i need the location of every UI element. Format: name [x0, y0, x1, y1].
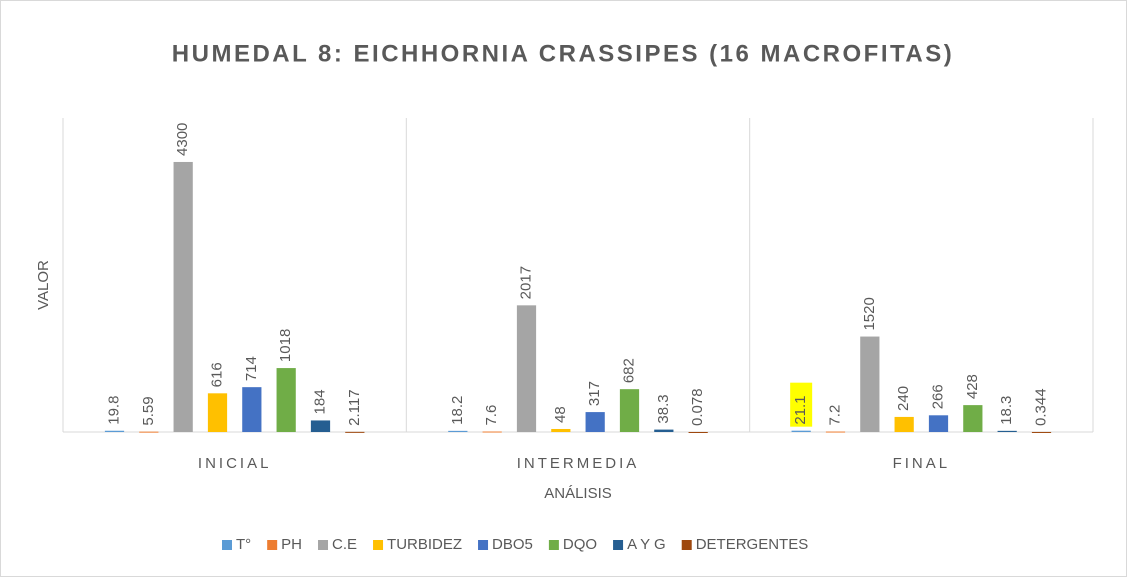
legend-swatch: [373, 540, 384, 550]
data-label: 19.8: [105, 396, 122, 425]
data-label: 7.6: [483, 405, 500, 426]
legend-swatch: [318, 540, 329, 550]
data-label: 48: [552, 406, 569, 423]
data-label: 38.3: [655, 394, 672, 423]
data-label: 0.078: [689, 388, 706, 426]
bar: [654, 429, 674, 432]
bar: [997, 430, 1017, 432]
bar: [791, 430, 811, 432]
bar: [894, 416, 914, 432]
bar: [928, 415, 949, 432]
legend-label: DETERGENTES: [696, 536, 809, 553]
bar: [963, 405, 983, 432]
bar: [1031, 431, 1052, 433]
legend-swatch: [222, 540, 232, 550]
bar: [860, 336, 880, 432]
legend-label: T°: [236, 536, 251, 553]
data-label: 266: [929, 384, 946, 409]
data-label: 317: [586, 381, 603, 406]
bar: [139, 431, 159, 433]
legend-swatch: [681, 540, 692, 550]
bar: [310, 420, 331, 432]
data-label: 4300: [174, 123, 191, 156]
bar: [516, 305, 537, 432]
bar: [551, 428, 571, 432]
data-label: 240: [895, 386, 912, 411]
legend-swatch: [478, 540, 489, 550]
chart-title: HUMEDAL 8: EICHHORNIA CRASSIPES (16 MACR…: [172, 40, 954, 67]
data-label: 21.1: [792, 395, 809, 424]
data-label: 428: [964, 374, 981, 399]
x-axis-label: ANÁLISIS: [544, 485, 612, 502]
data-label: 184: [311, 389, 328, 414]
legend-label: DBO5: [492, 536, 533, 553]
bar: [448, 430, 468, 432]
data-label: 682: [620, 358, 637, 383]
x-tick-label: INTERMEDIA: [517, 455, 640, 472]
x-tick-label: INICIAL: [198, 455, 272, 472]
data-label: 0.344: [1032, 388, 1049, 426]
bar: [173, 161, 193, 432]
data-label: 1018: [277, 329, 294, 362]
legend-label: TURBIDEZ: [387, 536, 462, 553]
bar: [207, 393, 228, 432]
data-label: 1520: [861, 297, 878, 330]
data-label: 2.117: [346, 389, 363, 425]
data-label: 2017: [517, 266, 534, 299]
data-label: 5.59: [140, 396, 157, 425]
bar: [104, 430, 125, 432]
bar: [345, 431, 365, 433]
legend-label: PH: [281, 536, 302, 553]
data-label: 616: [208, 362, 225, 387]
data-label: 18.3: [998, 396, 1015, 425]
legend-label: A Y G: [627, 536, 666, 553]
bar: [688, 431, 708, 433]
legend-swatch: [613, 540, 624, 550]
data-label: 714: [243, 356, 260, 381]
bar: [482, 431, 502, 433]
x-tick-label: FINAL: [893, 455, 951, 472]
legend-label: C.E: [332, 536, 357, 553]
legend-swatch: [548, 540, 559, 550]
bar: [585, 412, 605, 432]
legend-swatch: [267, 540, 278, 550]
bar: [242, 387, 262, 432]
data-label: 7.2: [826, 405, 843, 426]
data-label: 18.2: [449, 396, 466, 425]
legend-label: DQO: [563, 536, 597, 553]
y-axis-label: VALOR: [35, 260, 52, 310]
bar: [825, 431, 846, 433]
label-highlight: [790, 382, 813, 427]
bar: [276, 368, 296, 432]
bar: [619, 389, 640, 432]
